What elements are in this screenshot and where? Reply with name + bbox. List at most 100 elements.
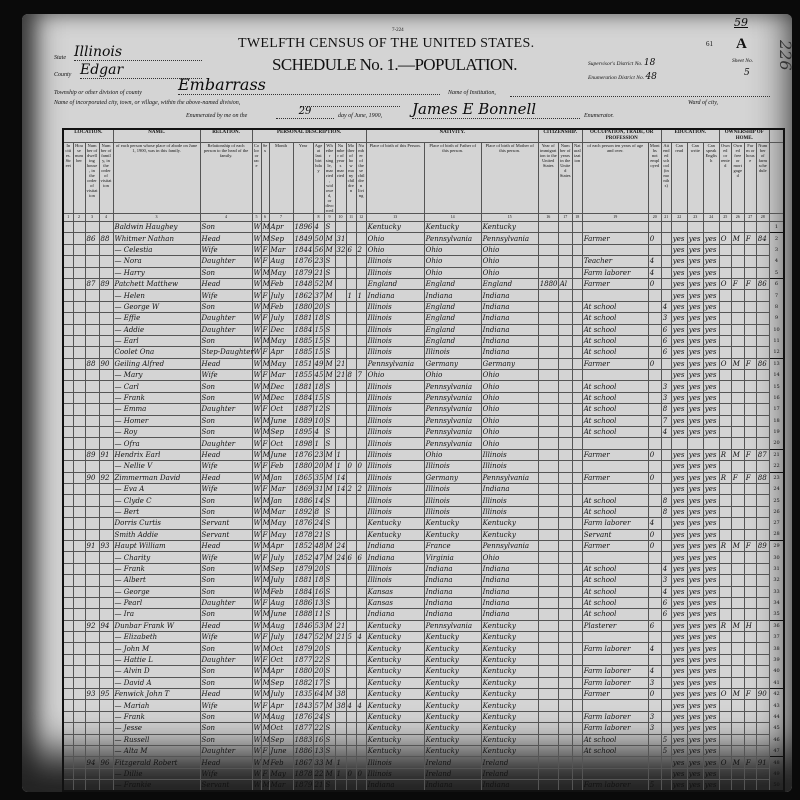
table-cell xyxy=(571,687,583,701)
table-cell: Illinois xyxy=(365,380,425,393)
table-cell: July xyxy=(268,687,294,701)
table-cell: 37 xyxy=(312,289,325,302)
table-cell: 14 xyxy=(334,482,347,496)
table-cell: F xyxy=(260,460,270,473)
table-cell xyxy=(718,528,732,541)
table-cell: Mar xyxy=(268,505,294,519)
table-cell xyxy=(345,391,357,405)
table-cell xyxy=(571,460,583,473)
table-cell: F xyxy=(743,756,757,769)
table-cell xyxy=(62,471,74,485)
table-cell: yes xyxy=(670,551,688,564)
table-cell: yes xyxy=(702,642,720,655)
table-cell: yes xyxy=(702,619,720,633)
table-cell xyxy=(98,733,114,746)
table-cell: yes xyxy=(702,357,720,371)
table-cell xyxy=(98,266,114,279)
table-cell xyxy=(660,482,672,496)
person-name: — Effie xyxy=(112,312,201,325)
table-cell xyxy=(571,653,583,667)
table-cell: yes xyxy=(686,779,704,792)
table-cell xyxy=(743,733,757,746)
table-cell xyxy=(755,574,770,587)
table-cell xyxy=(537,744,559,758)
table-cell xyxy=(557,391,573,405)
column-header: Color or race xyxy=(251,142,262,214)
table-cell: 1847 xyxy=(292,631,314,644)
table-cell xyxy=(98,460,114,473)
table-cell: O xyxy=(718,357,732,371)
table-cell xyxy=(98,391,114,405)
column-number: 20 xyxy=(647,213,662,222)
table-row: 87 89 Patchett Matthew Head W M Feb 1848 52 M Engl… xyxy=(62,277,785,291)
table-cell xyxy=(355,608,367,621)
table-cell: Feb xyxy=(268,585,294,598)
table-cell: O xyxy=(718,687,732,701)
line-number-header xyxy=(768,142,785,214)
table-cell: 1880 xyxy=(292,665,314,678)
table-cell xyxy=(98,585,114,598)
table-cell xyxy=(537,266,559,279)
table-cell: yes xyxy=(686,676,704,690)
table-cell xyxy=(571,619,583,633)
column-header: Year xyxy=(292,142,314,214)
table-cell xyxy=(98,608,114,621)
table-cell: Feb xyxy=(268,460,294,473)
table-cell xyxy=(755,585,770,598)
table-cell: yes xyxy=(686,631,704,644)
table-cell: yes xyxy=(686,346,704,359)
table-cell: yes xyxy=(670,539,688,553)
table-cell xyxy=(334,722,347,735)
table-cell xyxy=(72,528,86,541)
table-cell xyxy=(647,243,662,257)
table-cell xyxy=(743,562,757,576)
table-cell xyxy=(84,699,100,712)
table-cell: O xyxy=(718,277,732,291)
table-cell xyxy=(718,699,732,712)
table-cell: 0 xyxy=(345,767,357,781)
line-number: 48 xyxy=(769,756,785,769)
table-row: — Hattie L Daughter W F Oct 1877 22 S Kentucky Ke… xyxy=(62,653,784,667)
table-cell xyxy=(571,722,583,735)
table-cell xyxy=(62,380,74,393)
table-cell: yes xyxy=(686,767,704,781)
table-cell xyxy=(62,220,74,234)
table-cell xyxy=(557,562,573,576)
table-cell xyxy=(755,562,770,576)
table-cell: 3 xyxy=(647,676,662,690)
table-cell xyxy=(718,346,732,359)
table-cell xyxy=(571,551,583,564)
line-number: 8 xyxy=(774,303,779,310)
table-cell xyxy=(355,539,367,553)
table-cell: 3 xyxy=(660,312,672,325)
table-cell xyxy=(718,300,732,314)
table-cell: F xyxy=(260,323,270,336)
table-cell: Mar xyxy=(268,369,294,382)
table-row: — Mary Wife W F Mar 1855 45 M 21 8 7 Ohio Ohio Ohio ye… xyxy=(62,369,784,382)
table-cell xyxy=(647,312,662,325)
table-cell xyxy=(84,437,100,450)
table-cell xyxy=(98,699,114,712)
table-cell: yes xyxy=(686,619,704,633)
occupation: At school xyxy=(581,733,649,746)
relation: Daughter xyxy=(199,596,253,610)
table-cell: W xyxy=(251,471,262,485)
column-number: 19 xyxy=(581,213,649,222)
table-cell: W xyxy=(251,334,262,348)
table-cell: 89 xyxy=(755,539,770,553)
table-cell xyxy=(98,334,114,348)
table-cell xyxy=(62,426,74,439)
table-cell xyxy=(730,403,745,416)
table-cell xyxy=(345,266,357,279)
table-cell xyxy=(557,585,573,598)
person-name: — Eva A xyxy=(112,482,201,496)
table-cell: 1849 xyxy=(292,232,314,245)
table-cell: M xyxy=(323,243,336,257)
table-cell xyxy=(98,403,114,416)
line-number: 49 xyxy=(773,770,780,777)
table-cell: W xyxy=(251,744,262,758)
table-cell xyxy=(660,687,672,701)
table-cell xyxy=(647,460,662,473)
table-cell xyxy=(84,653,100,667)
table-cell: Oct xyxy=(268,403,294,416)
